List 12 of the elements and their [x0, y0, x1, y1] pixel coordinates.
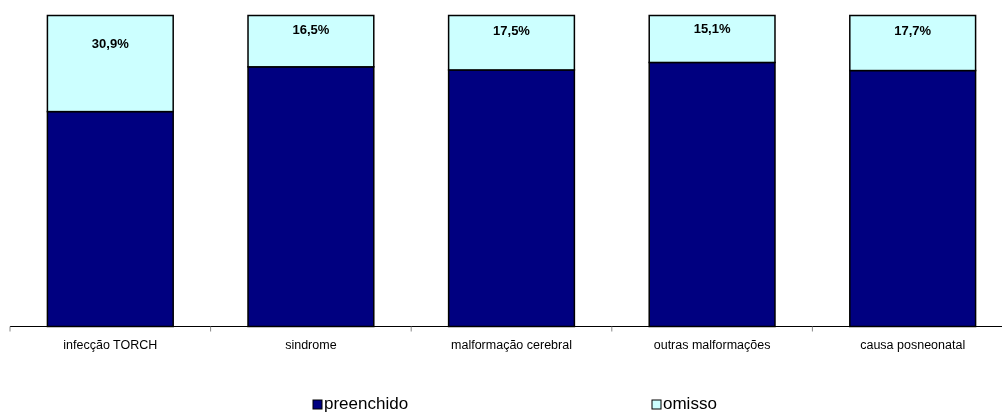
- x-tick-label: outras malformações: [653, 337, 771, 352]
- data-label: 17,7%: [894, 23, 932, 39]
- x-tick-label: malformação cerebral: [451, 337, 572, 352]
- x-tick-label: causa posneonatal: [860, 337, 966, 352]
- x-tick-label: infecção TORCH: [63, 337, 158, 352]
- x-tick-label: sindrome: [285, 337, 337, 352]
- legend-label: preenchido: [324, 394, 409, 414]
- data-label: 15,1%: [693, 21, 731, 37]
- data-label: 17,5%: [493, 23, 531, 39]
- legend-label: omisso: [663, 394, 717, 414]
- data-label: 30,9%: [91, 35, 130, 51]
- data-label: 16,5%: [292, 22, 330, 38]
